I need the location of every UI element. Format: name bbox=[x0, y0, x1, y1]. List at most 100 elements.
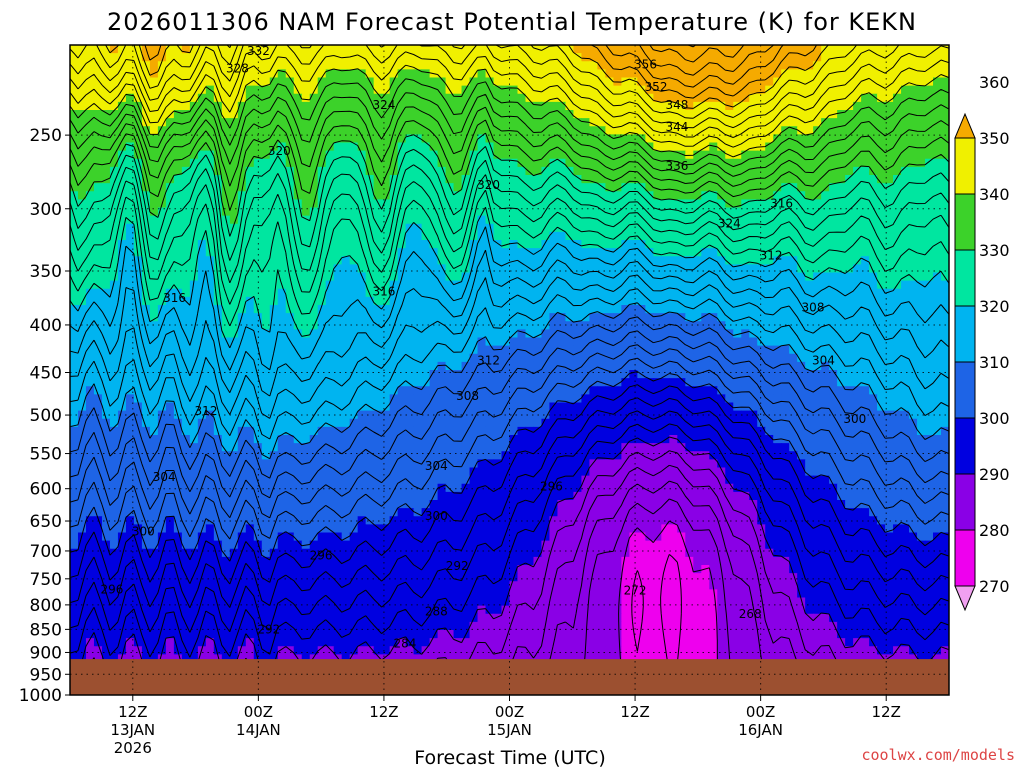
contour-label-324: 324 bbox=[718, 216, 741, 230]
plot-area: 332 328 356 352 348 344 324 320 320 336 316 324 312 3… bbox=[69, 44, 950, 696]
y-tick-label-250: 250 bbox=[30, 126, 62, 146]
contour-label-352: 352 bbox=[645, 80, 668, 94]
colorbar-label-280: 280 bbox=[979, 521, 1010, 540]
contour-label-272: 272 bbox=[624, 584, 647, 598]
contour-label-316: 316 bbox=[770, 196, 793, 210]
contour-label-292: 292 bbox=[257, 622, 280, 636]
contour-line-342 bbox=[70, 51, 949, 148]
x-tick-label: 12Z bbox=[620, 703, 649, 721]
contour-line-304 bbox=[70, 344, 949, 519]
y-axis: 250 300 350 400 450 500 550 600 650 700 750 800 850 9… bbox=[19, 126, 70, 706]
contour-line-292 bbox=[70, 423, 949, 658]
contour-label-312: 312 bbox=[195, 404, 218, 418]
contour-line-352 bbox=[144, 45, 818, 99]
contour-label-320: 320 bbox=[477, 178, 500, 192]
contour-label-300: 300 bbox=[843, 412, 866, 426]
y-tick-label-500: 500 bbox=[30, 406, 62, 426]
y-tick-label-400: 400 bbox=[30, 316, 62, 336]
contour-label-308: 308 bbox=[802, 300, 825, 314]
contour-line-322 bbox=[70, 189, 949, 327]
colorbar-label-270: 270 bbox=[979, 577, 1010, 596]
contour-label-328: 328 bbox=[226, 62, 249, 76]
colorbar-label-330: 330 bbox=[979, 241, 1010, 260]
colorbar-label-300: 300 bbox=[979, 409, 1010, 428]
credit-text[interactable]: coolwx.com/models bbox=[861, 746, 1015, 764]
colorbar-label-340: 340 bbox=[979, 185, 1010, 204]
contour-line-294 bbox=[70, 410, 949, 633]
contour-label-268: 268 bbox=[739, 607, 762, 621]
contour-label-308: 308 bbox=[456, 389, 479, 403]
contour-label-348: 348 bbox=[665, 98, 688, 112]
contour-label-336: 336 bbox=[665, 159, 688, 173]
contour-label-332: 332 bbox=[247, 44, 270, 58]
contour-line-278 bbox=[631, 554, 682, 677]
y-tick-label-700: 700 bbox=[30, 542, 62, 562]
y-tick-label-600: 600 bbox=[30, 480, 62, 500]
contour-line-314 bbox=[70, 274, 949, 419]
contour-line-318 bbox=[70, 226, 949, 371]
contour-line-336 bbox=[70, 92, 949, 177]
contour-line-310 bbox=[70, 302, 949, 460]
contour-label-296: 296 bbox=[100, 582, 123, 596]
contour-label-304: 304 bbox=[425, 459, 448, 473]
contour-line-328 bbox=[70, 146, 949, 261]
contour-line-324 bbox=[70, 174, 949, 305]
contour-line-348 bbox=[70, 45, 857, 119]
contour-line-300 bbox=[70, 371, 949, 562]
x-tick-label: 12Z bbox=[872, 703, 901, 721]
x-axis-title: Forecast Time (UTC) bbox=[414, 747, 605, 768]
contour-label-316: 316 bbox=[163, 291, 186, 305]
x-tick-label: 2026 bbox=[114, 739, 152, 757]
contour-label-292: 292 bbox=[446, 559, 469, 573]
contour-label-324: 324 bbox=[372, 98, 395, 112]
contour-label-320: 320 bbox=[268, 144, 291, 158]
contour-label-296: 296 bbox=[540, 480, 563, 494]
y-tick-label-300: 300 bbox=[30, 200, 62, 220]
y-tick-label-350: 350 bbox=[30, 262, 62, 282]
contour-label-284: 284 bbox=[393, 636, 416, 650]
chart-title: 2026011306 NAM Forecast Potential Temper… bbox=[107, 8, 917, 36]
contour-line-356 bbox=[639, 45, 774, 76]
contour-label-344: 344 bbox=[665, 120, 688, 134]
y-tick-label-450: 450 bbox=[30, 364, 62, 384]
x-tick-label: 13JAN bbox=[110, 721, 155, 739]
contour-label-312: 312 bbox=[760, 249, 783, 263]
contour-label-288: 288 bbox=[425, 604, 448, 618]
x-tick-label: 16JAN bbox=[738, 721, 783, 739]
x-tick-label: 00Z bbox=[746, 703, 775, 721]
y-tick-label-1000: 1000 bbox=[19, 686, 62, 706]
contour-line-358 bbox=[649, 45, 745, 63]
contour-label-316: 316 bbox=[372, 284, 395, 298]
contour-line-320 bbox=[70, 206, 949, 349]
y-tick-label-550: 550 bbox=[30, 445, 62, 465]
x-tick-label: 00Z bbox=[244, 703, 273, 721]
y-tick-label-900: 900 bbox=[30, 643, 62, 663]
contour-line-302 bbox=[70, 357, 949, 540]
contour-label-300: 300 bbox=[425, 509, 448, 523]
contour-label-304: 304 bbox=[812, 354, 835, 368]
colorbar-label-310: 310 bbox=[979, 353, 1010, 372]
contour-line-326 bbox=[70, 159, 949, 284]
colorbar-label-290: 290 bbox=[979, 465, 1010, 484]
contour-line-306 bbox=[70, 330, 949, 499]
x-tick-label: 15JAN bbox=[487, 721, 532, 739]
y-tick-label-800: 800 bbox=[30, 596, 62, 616]
contour-line-296 bbox=[70, 397, 949, 609]
x-tick-label: 12Z bbox=[369, 703, 398, 721]
contour-label-296: 296 bbox=[310, 549, 333, 563]
contour-label-304: 304 bbox=[153, 470, 176, 484]
colorbar-label-320: 320 bbox=[979, 297, 1010, 316]
contour-label-312: 312 bbox=[477, 354, 500, 368]
contour-label-300: 300 bbox=[132, 524, 155, 538]
contour-line-334 bbox=[70, 106, 949, 187]
x-tick-label: 00Z bbox=[495, 703, 524, 721]
contour-line-340 bbox=[70, 64, 949, 158]
contour-line-298 bbox=[70, 384, 949, 585]
contour-label-356: 356 bbox=[634, 58, 657, 72]
colorbar-label-360: 360 bbox=[979, 73, 1010, 92]
x-tick-label: 12Z bbox=[118, 703, 147, 721]
x-tick-label: 14JAN bbox=[236, 721, 281, 739]
contour-line-312 bbox=[70, 288, 949, 440]
